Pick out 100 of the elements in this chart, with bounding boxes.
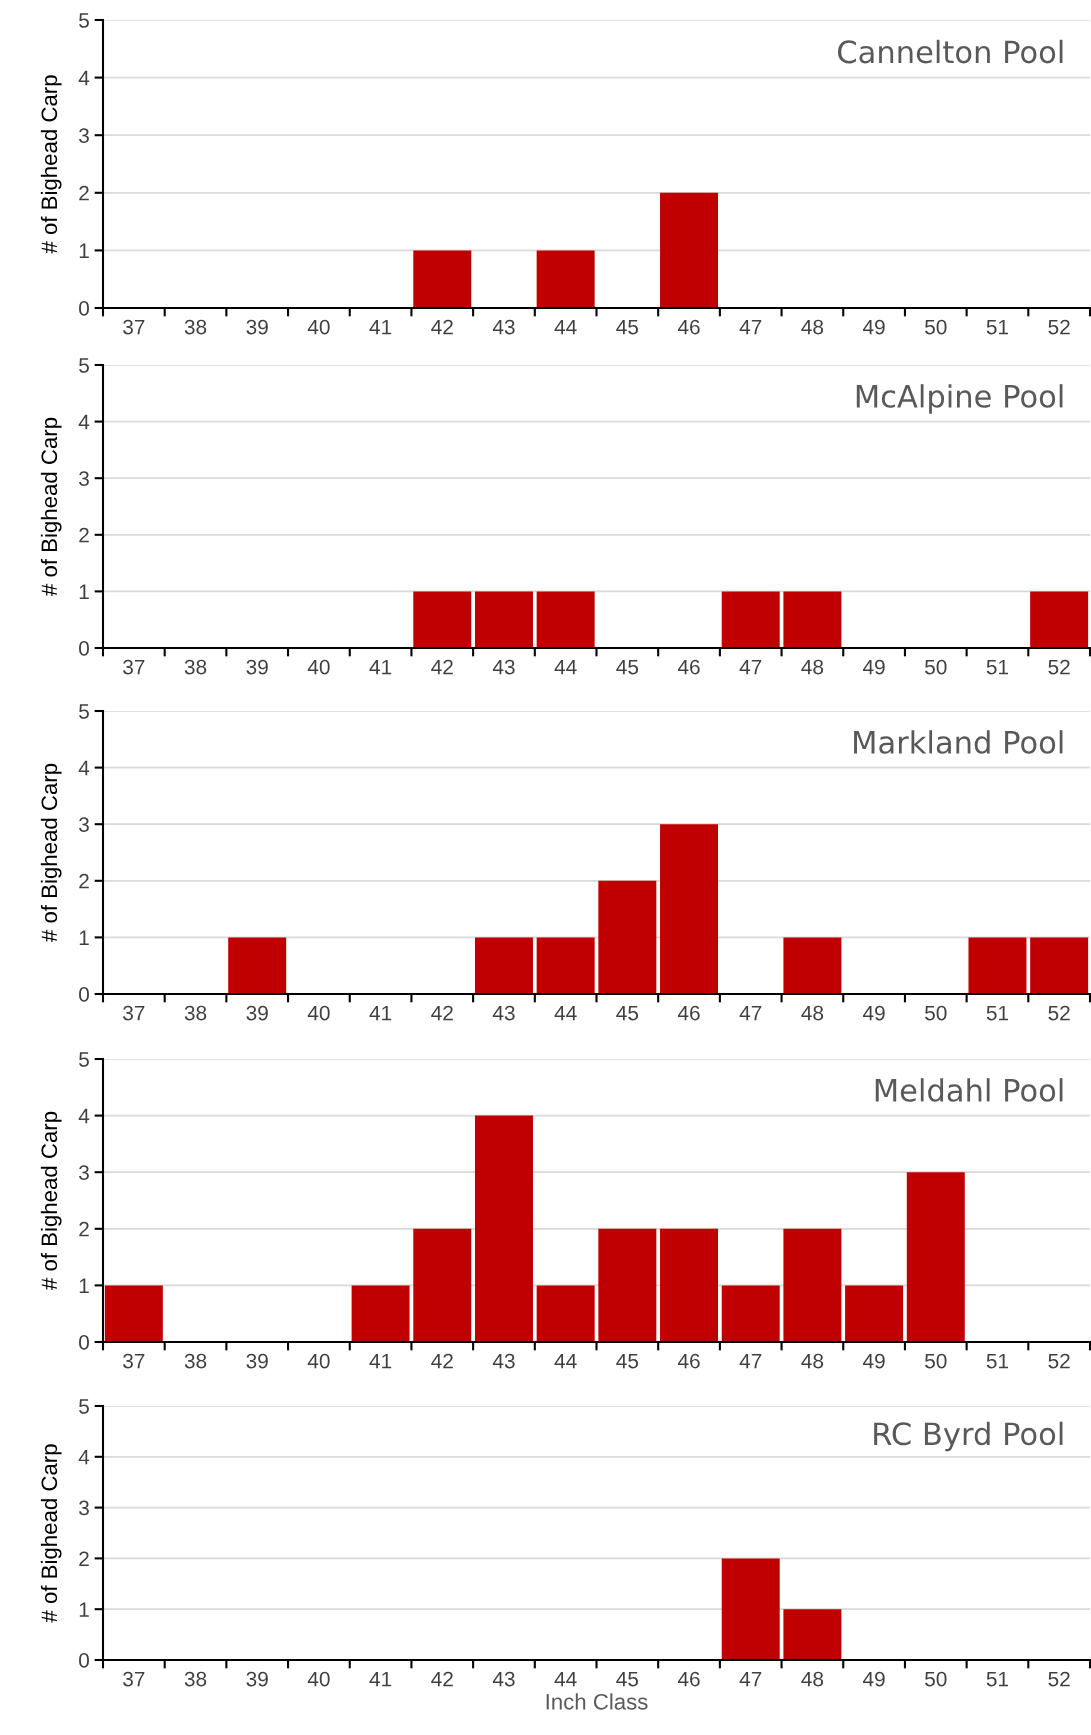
x-tick-label: 49 bbox=[862, 659, 885, 675]
x-tick-label: 50 bbox=[925, 319, 947, 335]
x-tick-label: 49 bbox=[862, 1005, 885, 1021]
y-tick-label: 1 bbox=[79, 1602, 89, 1617]
x-tick-label: 41 bbox=[369, 659, 392, 675]
x-tick-label: 47 bbox=[739, 1353, 762, 1369]
y-tick-label: 5 bbox=[79, 1052, 89, 1067]
x-tick-label: 37 bbox=[123, 319, 145, 335]
text: Meldahl Pool bbox=[875, 1078, 1063, 1102]
x-tick-label: 37 bbox=[123, 1353, 145, 1369]
x-tick-label: 37 bbox=[123, 659, 145, 675]
y-tick-label: 3 bbox=[79, 128, 89, 143]
x-tick-label: 51 bbox=[986, 1671, 1009, 1687]
y-axis-title: # of Bighead Carp bbox=[40, 75, 62, 254]
x-tick-label: 43 bbox=[492, 659, 515, 675]
x-tick-label: 38 bbox=[184, 1353, 207, 1369]
y-tick-label: 1 bbox=[79, 243, 89, 258]
y-tick-label: 4 bbox=[78, 1108, 90, 1124]
x-tick-label: 52 bbox=[1048, 1005, 1070, 1021]
x-tick-label: 40 bbox=[307, 1671, 330, 1687]
x-tick-label: 46 bbox=[677, 1005, 700, 1021]
x-tick-label: 37 bbox=[123, 1005, 145, 1021]
x-tick-label: 50 bbox=[925, 1005, 947, 1021]
y-tick-label: 5 bbox=[79, 1399, 89, 1414]
bar bbox=[474, 1115, 533, 1342]
x-tick-label: 51 bbox=[986, 319, 1009, 335]
bar bbox=[968, 937, 1027, 994]
y-tick-label: 2 bbox=[79, 185, 89, 201]
x-tick-label: 43 bbox=[492, 1353, 515, 1369]
x-tick-label: 40 bbox=[307, 1005, 330, 1021]
x-tick-label: 45 bbox=[616, 1005, 639, 1021]
x-tick-label: 45 bbox=[616, 659, 639, 675]
x-tick-label: 45 bbox=[616, 1671, 639, 1687]
x-tick-label: 40 bbox=[307, 319, 330, 335]
x-tick-label: 48 bbox=[801, 659, 824, 675]
x-tick-label: 44 bbox=[554, 319, 577, 335]
bar bbox=[413, 1228, 472, 1342]
x-tick-label: 47 bbox=[739, 659, 762, 675]
y-axis-title: # of Bighead Carp bbox=[40, 1444, 62, 1623]
x-tick-label: 48 bbox=[801, 1353, 824, 1369]
x-tick-label: 47 bbox=[739, 319, 762, 335]
x-tick-label: 38 bbox=[184, 1671, 207, 1687]
text: Cannelton Pool bbox=[838, 39, 1063, 64]
x-tick-label: 42 bbox=[431, 1671, 453, 1687]
x-tick-label: 50 bbox=[925, 1671, 947, 1687]
x-tick-label: 38 bbox=[184, 319, 207, 335]
x-tick-label: 41 bbox=[369, 1005, 392, 1021]
y-tick-label: 0 bbox=[79, 987, 89, 1002]
y-tick-label: 1 bbox=[79, 1278, 89, 1293]
y-tick-label: 1 bbox=[79, 584, 89, 599]
y-tick-label: 3 bbox=[79, 1500, 89, 1516]
bar bbox=[598, 1228, 657, 1342]
x-tick-label: 43 bbox=[492, 319, 515, 335]
x-tick-label: 50 bbox=[925, 659, 947, 675]
x-tick-label: 44 bbox=[554, 659, 577, 675]
bar bbox=[721, 1285, 780, 1342]
x-tick-label: 48 bbox=[801, 319, 824, 335]
x-tick-label: 50 bbox=[925, 1353, 947, 1369]
x-tick-label: 44 bbox=[554, 1353, 577, 1369]
x-tick-label: 42 bbox=[431, 319, 453, 335]
x-tick-label: 46 bbox=[677, 659, 700, 675]
bar bbox=[228, 937, 287, 994]
bar bbox=[845, 1285, 904, 1342]
x-tick-label: 41 bbox=[369, 1353, 392, 1369]
y-tick-label: 4 bbox=[78, 414, 90, 430]
y-axis-title: # of Bighead Carp bbox=[40, 763, 62, 942]
y-axis-title: # of Bighead Carp bbox=[40, 417, 62, 596]
y-tick-label: 0 bbox=[79, 301, 89, 316]
text: McAlpine Pool bbox=[856, 384, 1063, 414]
x-tick-label: 46 bbox=[677, 1671, 700, 1687]
y-tick-label: 5 bbox=[79, 358, 89, 373]
x-tick-label: 42 bbox=[431, 659, 453, 675]
y-tick-label: 0 bbox=[79, 641, 89, 656]
x-tick-label: 39 bbox=[246, 319, 268, 335]
x-tick-label: 40 bbox=[307, 659, 330, 675]
y-tick-label: 1 bbox=[79, 930, 89, 945]
x-tick-label: 46 bbox=[677, 319, 700, 335]
x-tick-label: 39 bbox=[246, 1353, 268, 1369]
y-tick-label: 2 bbox=[79, 1221, 89, 1237]
x-tick-label: 49 bbox=[862, 1671, 885, 1687]
x-tick-label: 38 bbox=[184, 1005, 207, 1021]
bar bbox=[598, 880, 657, 994]
y-tick-label: 2 bbox=[79, 1551, 89, 1566]
bar bbox=[536, 1285, 595, 1342]
y-tick-label: 5 bbox=[79, 13, 89, 28]
x-tick-label: 41 bbox=[369, 319, 392, 335]
bar bbox=[660, 1228, 719, 1342]
x-tick-label: 43 bbox=[492, 1005, 515, 1021]
bar bbox=[1030, 937, 1089, 994]
x-tick-label: 37 bbox=[123, 1671, 145, 1687]
x-tick-label: 39 bbox=[246, 1671, 268, 1687]
x-tick-label: 52 bbox=[1048, 1353, 1070, 1369]
y-tick-label: 4 bbox=[78, 1450, 90, 1465]
y-tick-label: 3 bbox=[79, 817, 89, 832]
y-tick-label: 0 bbox=[79, 1653, 89, 1668]
bar bbox=[783, 937, 842, 994]
x-tick-label: 51 bbox=[986, 1005, 1009, 1021]
x-tick-label: 47 bbox=[739, 1005, 762, 1021]
x-tick-label: 39 bbox=[246, 659, 268, 675]
x-tick-label: 52 bbox=[1048, 659, 1070, 675]
